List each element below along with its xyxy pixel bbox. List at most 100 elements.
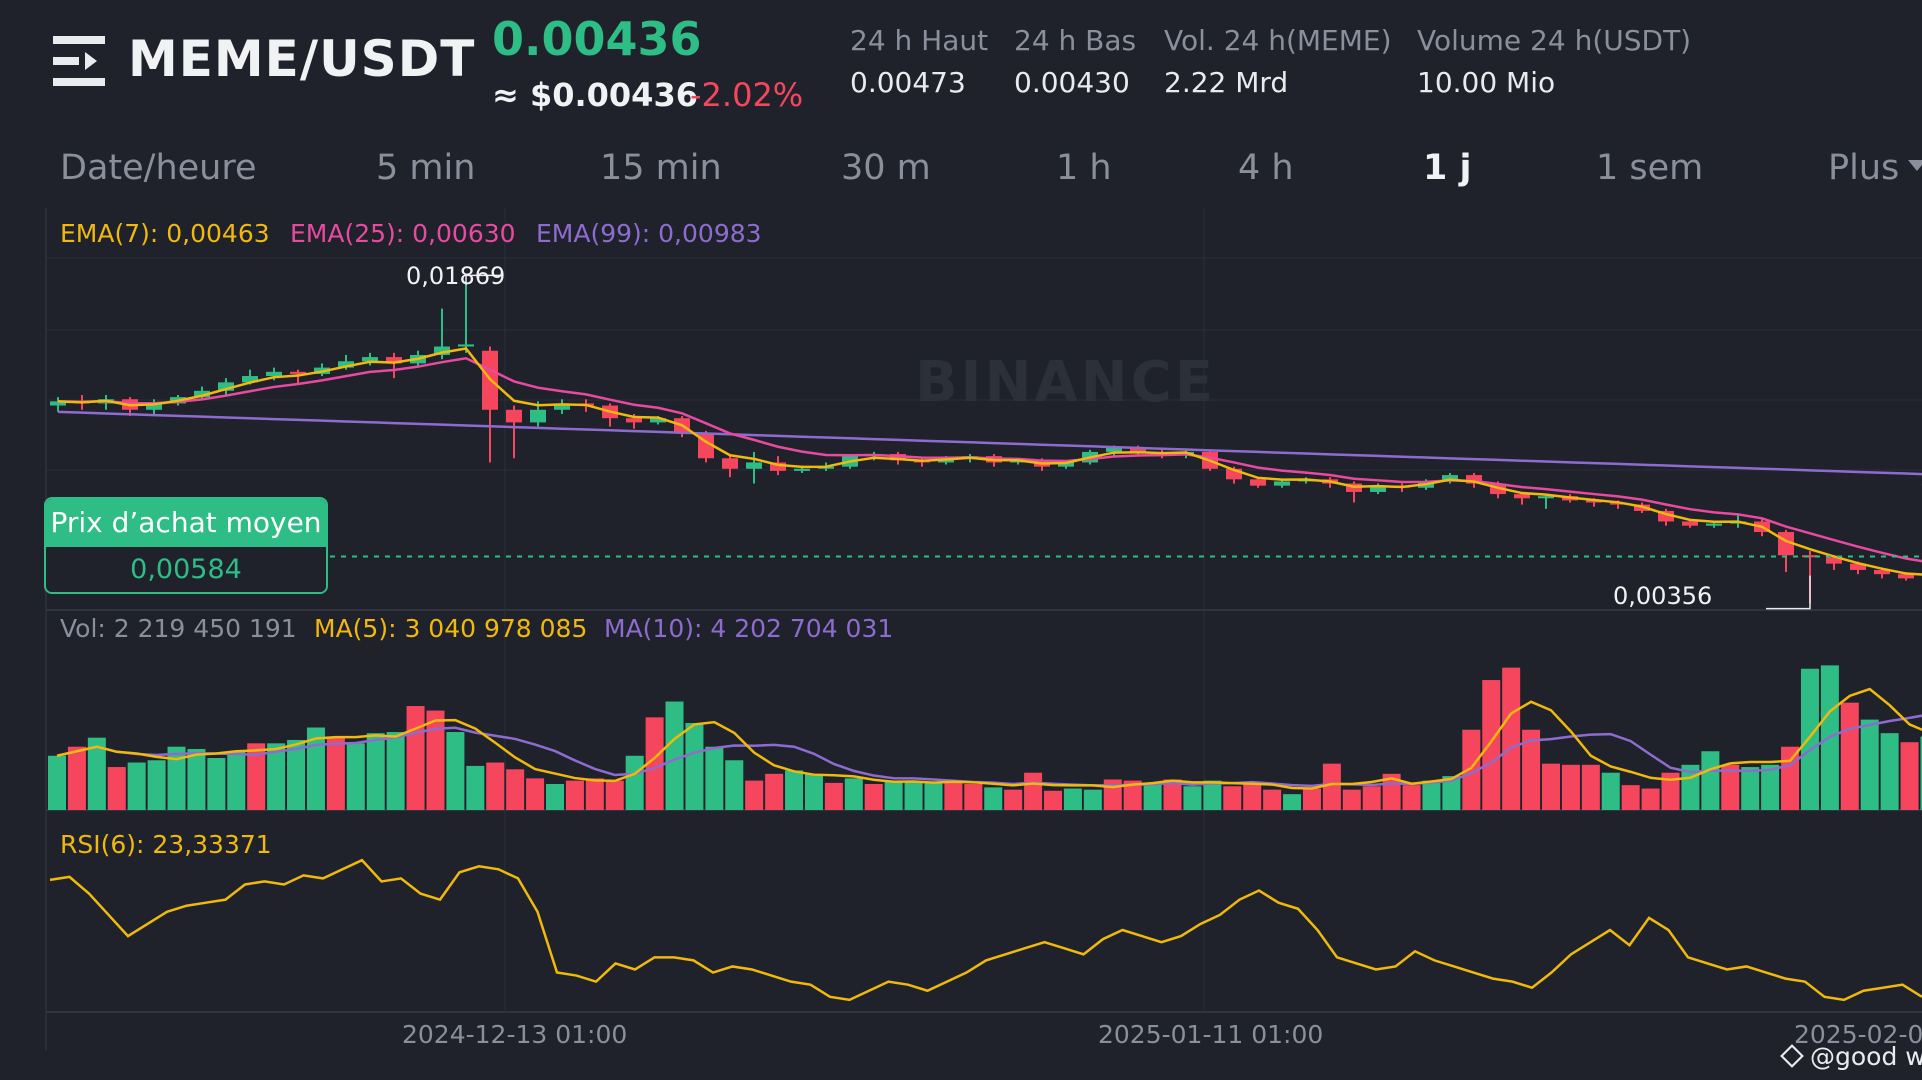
volume-bar (605, 780, 624, 810)
volume-bar (685, 722, 704, 810)
volume-bar (1721, 764, 1740, 810)
chevron-down-icon[interactable] (1908, 160, 1922, 171)
volume-bar (565, 780, 584, 810)
menu-icon[interactable] (53, 36, 105, 86)
candle-body (146, 403, 162, 410)
volume-bar (844, 778, 863, 810)
volume-bar (227, 751, 246, 810)
volume-bar (1840, 702, 1859, 810)
volume-bar (207, 758, 226, 810)
volume-bar (785, 770, 804, 810)
volume-bar (765, 773, 784, 810)
stat-label-24h-vol-meme: Vol. 24 h(MEME) (1164, 24, 1392, 57)
tab-date-time[interactable]: Date/heure (60, 148, 257, 188)
high-price-marker: 0,01869 (406, 262, 506, 290)
average-buy-price-label: Prix d’achat moyen (46, 499, 326, 547)
volume-bar (1522, 729, 1541, 810)
stat-label-24h-high: 24 h Haut (850, 24, 989, 57)
volume-bar (1741, 767, 1760, 810)
rsi-line (49, 858, 1922, 1002)
tab-1h[interactable]: 1 h (1056, 148, 1112, 188)
volume-bar (1761, 764, 1780, 810)
volume-bar (546, 784, 564, 810)
volume-bar (1143, 782, 1162, 810)
volume-bar (864, 784, 883, 810)
footer-watermark: @good work (1780, 1042, 1922, 1071)
volume-bars (48, 665, 1922, 810)
candle-body (1802, 555, 1818, 558)
volume-bar (346, 743, 365, 810)
volume-bar (1601, 772, 1620, 810)
indicator-lines (49, 347, 1922, 1002)
volume-bar (326, 737, 345, 810)
volume-bar (1402, 785, 1421, 810)
candle-body (1274, 481, 1290, 486)
x-axis-date-2: 2025-01-11 01:00 (1098, 1020, 1324, 1049)
candle-body (554, 403, 570, 410)
tab-more[interactable]: Plus (1828, 148, 1900, 188)
candle-body (1850, 563, 1866, 570)
ema25-line (57, 356, 1922, 563)
x-axis-date-1: 2024-12-13 01:00 (402, 1020, 628, 1049)
pair-title[interactable]: MEME/USDT (128, 30, 476, 88)
volume-bar (1542, 763, 1560, 810)
candle-body (530, 409, 546, 423)
tab-30m[interactable]: 30 m (841, 148, 931, 188)
volume-bar (1701, 751, 1720, 810)
stat-label-24h-vol-usdt: Volume 24 h(USDT) (1417, 24, 1692, 57)
tab-4h[interactable]: 4 h (1238, 148, 1294, 188)
candle-body (1226, 468, 1242, 480)
candle-body (1898, 574, 1914, 579)
candle-body (242, 376, 258, 383)
volume-bar (1283, 794, 1302, 810)
volume-bar (1183, 786, 1202, 810)
volume-bar (804, 773, 823, 810)
timeframe-tabs: Date/heure 5 min 15 min 30 m 1 h 4 h 1 j… (0, 148, 1922, 204)
candle-body (1250, 479, 1266, 486)
candle-body (50, 401, 66, 406)
candle-body (362, 357, 378, 362)
volume-bar (1561, 764, 1580, 810)
volume-bar (426, 710, 445, 810)
candle-body (1538, 496, 1554, 499)
tab-15min[interactable]: 15 min (600, 148, 722, 188)
volume-bar (167, 746, 186, 810)
candle-body (1370, 485, 1386, 492)
volume-bar (306, 727, 325, 810)
volume-bar (984, 787, 1003, 810)
volume-bar (48, 755, 66, 810)
candle-body (458, 344, 474, 347)
volume-bar (107, 767, 126, 810)
volume-bar (824, 782, 843, 810)
candle-body (794, 468, 810, 471)
average-buy-price-tag[interactable]: Prix d’achat moyen 0,00584 (44, 497, 328, 594)
tab-1d[interactable]: 1 j (1423, 148, 1472, 188)
volume-bar (1900, 742, 1919, 810)
volume-bar (1362, 786, 1381, 810)
volume-bar (1342, 789, 1361, 810)
candle-body (1106, 447, 1122, 452)
volume-bar (1920, 736, 1922, 810)
volume-bar (486, 762, 505, 810)
candle-body (1658, 510, 1674, 522)
volume-bar (406, 706, 425, 810)
tab-5min[interactable]: 5 min (376, 148, 476, 188)
market-header: MEME/USDT 0.00436 ≈ $0.00436 -2.02% 24 h… (0, 0, 1922, 140)
rsi-legend: RSI(6): 23,33371 (60, 830, 272, 859)
ema99-line (57, 410, 1922, 486)
low-price-marker: 0,00356 (1613, 582, 1713, 610)
candle-body (1874, 569, 1890, 575)
tab-1w[interactable]: 1 sem (1596, 148, 1704, 188)
stat-label-24h-low: 24 h Bas (1014, 24, 1137, 57)
volume-bar (924, 782, 943, 810)
candle-body (722, 458, 738, 469)
volume-bar (665, 701, 684, 810)
candle-body (434, 346, 450, 355)
average-buy-price-value: 0,00584 (46, 547, 326, 592)
volume-bar (446, 732, 465, 810)
volume-bar (884, 781, 903, 810)
candle-body (1130, 447, 1146, 452)
volume-legend: Vol: 2 219 450 191 (60, 614, 297, 643)
high-marker-line (465, 274, 500, 286)
